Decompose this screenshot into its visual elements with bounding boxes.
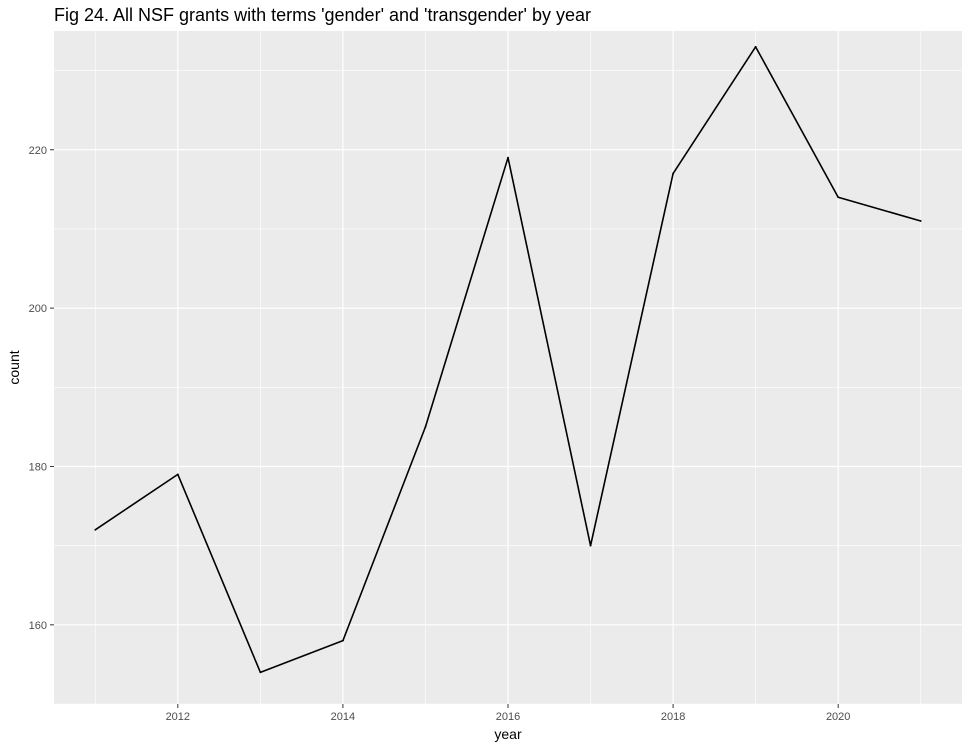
series-layer — [94, 45, 922, 674]
y-axis-title: count — [6, 350, 22, 384]
data-point — [589, 544, 592, 547]
x-axis-title: year — [494, 726, 522, 742]
x-tick-label: 2020 — [826, 711, 850, 723]
data-point — [507, 156, 509, 159]
data-point — [94, 528, 97, 531]
data-point — [424, 425, 427, 428]
data-point — [919, 220, 922, 222]
y-tick-label: 160 — [29, 620, 47, 632]
y-tick-label: 200 — [29, 303, 47, 315]
x-tick-label: 2016 — [496, 711, 520, 723]
data-point — [837, 196, 840, 199]
data-point — [672, 172, 674, 175]
x-tick-label: 2012 — [166, 711, 190, 723]
chart-title: Fig 24. All NSF grants with terms 'gende… — [54, 5, 592, 25]
x-tick-label: 2014 — [331, 711, 355, 723]
x-tick-label: 2018 — [661, 711, 685, 723]
data-point — [342, 639, 344, 642]
data-point — [754, 45, 757, 48]
y-tick-label: 220 — [29, 145, 47, 157]
y-tick-label: 180 — [29, 461, 47, 473]
axis-ticks — [50, 149, 839, 708]
tick-labels: 2012 2014 2016 2018 2020 160 180 200 220 — [29, 145, 851, 723]
major-gridlines — [54, 31, 962, 704]
data-point — [259, 671, 262, 674]
data-point — [176, 473, 179, 476]
